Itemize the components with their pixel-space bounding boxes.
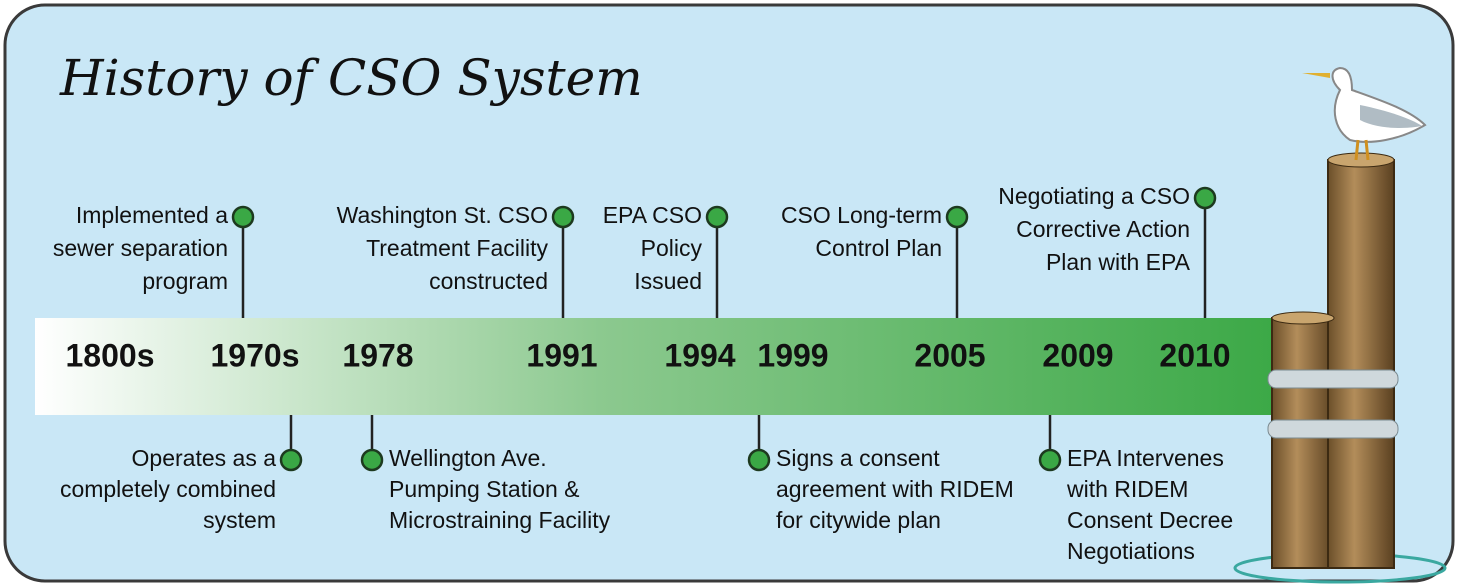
event-text: Treatment Facility [366,235,548,261]
year-label: 1800s [66,337,155,373]
event-text: Wellington Ave. [389,445,547,471]
event-text: sewer separation [53,235,228,261]
event-text: Plan with EPA [1046,249,1191,275]
event-dot [362,450,382,470]
event-text: program [142,268,228,294]
event-text: Signs a consent [776,445,940,471]
event-text: Corrective Action [1016,216,1190,242]
title: History of CSO System [59,49,643,107]
event-text: completely combined [60,476,276,502]
event-text: system [203,507,276,533]
event-text: CSO Long-term [781,202,942,228]
event-text: Pumping Station & [389,476,580,502]
event-dot [233,207,253,227]
event-dot [749,450,769,470]
event-text: Control Plan [815,235,942,261]
year-label: 1978 [342,337,413,373]
year-label: 2009 [1042,337,1113,373]
event-text: Negotiating a CSO [998,183,1190,209]
event-dot [1195,188,1215,208]
event-dot [1040,450,1060,470]
event-text: Policy [641,235,703,261]
year-label: 1991 [526,337,597,373]
event-text: Issued [634,268,702,294]
event-text: EPA CSO [603,202,702,228]
event-text: for citywide plan [776,507,941,533]
timeline-diagram: History of CSO System 1800s 1970s 1978 1991… [0,0,1459,588]
event-text: Implemented a [76,202,228,228]
event-text: Microstraining Facility [389,507,611,533]
year-label: 1970s [211,337,300,373]
event-dot [553,207,573,227]
year-label: 1994 [664,337,735,373]
year-label: 2010 [1159,337,1230,373]
event-text: agreement with RIDEM [776,476,1014,502]
event-dot [281,450,301,470]
event-text: EPA Intervenes [1067,445,1224,471]
event-text: with RIDEM [1066,476,1188,502]
year-label: 2005 [914,337,985,373]
event-text: Negotiations [1067,538,1195,564]
event-dot [947,207,967,227]
event-text: Consent Decree [1067,507,1233,533]
event-text: Operates as a [132,445,277,471]
event-text: Washington St. CSO [337,202,548,228]
year-label: 1999 [757,337,828,373]
event-text: constructed [429,268,548,294]
event-dot [707,207,727,227]
